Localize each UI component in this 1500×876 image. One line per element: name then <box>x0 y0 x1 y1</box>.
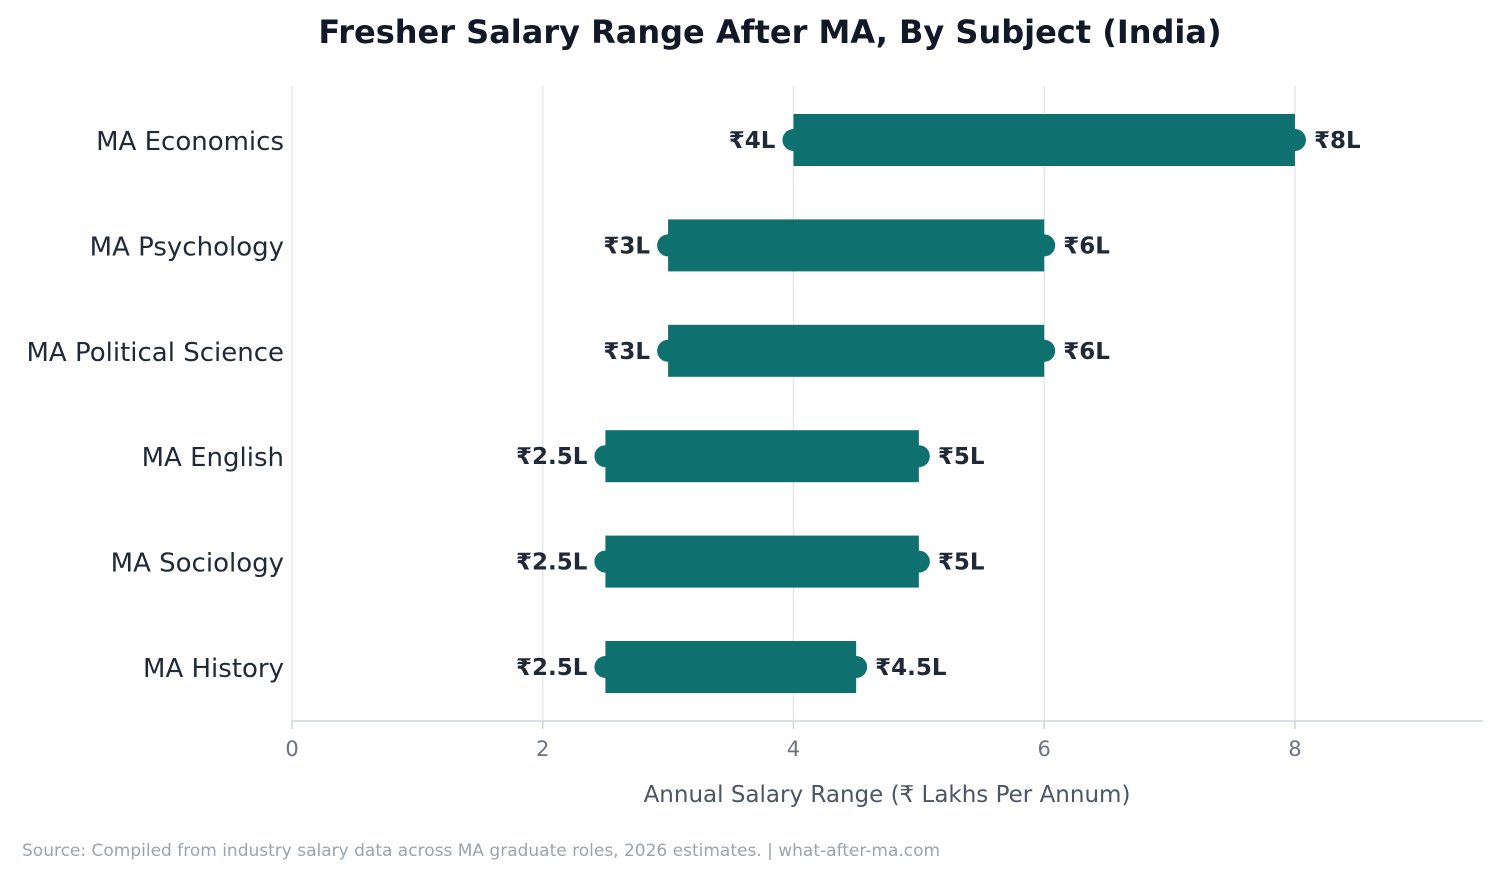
category-label: MA History <box>143 654 284 684</box>
category-label: MA Political Science <box>26 338 284 368</box>
low-value-label: ₹3L <box>603 233 650 259</box>
high-marker <box>1033 234 1056 257</box>
low-value-label: ₹2.5L <box>516 550 588 576</box>
high-marker <box>1283 129 1306 151</box>
low-value-label: ₹4L <box>729 128 776 154</box>
high-marker <box>1033 339 1056 362</box>
low-marker <box>594 656 617 678</box>
category-label: MA English <box>142 443 284 473</box>
range-bar <box>605 430 919 483</box>
range-bar <box>793 114 1295 166</box>
high-value-label: ₹8L <box>1314 128 1361 154</box>
high-marker <box>845 656 868 678</box>
low-value-label: ₹2.5L <box>516 655 588 681</box>
category-label: MA Economics <box>96 127 284 157</box>
low-marker <box>657 339 680 362</box>
category-label: MA Sociology <box>111 549 284 579</box>
range-bar <box>668 324 1045 377</box>
category-label: MA Psychology <box>90 232 284 262</box>
low-value-label: ₹3L <box>603 339 650 365</box>
high-marker <box>907 550 930 573</box>
source-note: Source: Compiled from industry salary da… <box>22 841 940 861</box>
x-tick-label: 0 <box>285 737 298 761</box>
x-ticks: 0 2 4 6 8 <box>285 721 1302 761</box>
high-value-label: ₹5L <box>938 550 985 576</box>
x-tick-label: 6 <box>1038 737 1051 761</box>
low-marker <box>782 129 805 151</box>
category-labels: MA Economics MA Psychology MA Political Sc… <box>26 127 284 684</box>
x-tick-label: 4 <box>787 737 800 761</box>
x-axis-title: Annual Salary Range (₹ Lakhs Per Annum) <box>644 782 1131 808</box>
range-bar <box>668 219 1045 272</box>
range-bar <box>605 535 919 588</box>
high-marker <box>907 445 930 468</box>
high-value-label: ₹6L <box>1063 233 1110 259</box>
chart-title: Fresher Salary Range After MA, By Subjec… <box>318 13 1221 51</box>
range-bar <box>605 641 857 693</box>
low-marker <box>594 550 617 573</box>
high-value-label: ₹5L <box>938 444 985 470</box>
low-marker <box>657 234 680 257</box>
range-bars: ₹4L ₹8L ₹3L ₹6L ₹3L ₹6L ₹2.5L ₹5L ₹2.5L ₹5L ₹2.5L ₹… <box>516 114 1361 693</box>
high-value-label: ₹4.5L <box>875 655 947 681</box>
high-value-label: ₹6L <box>1063 339 1110 365</box>
x-tick-label: 2 <box>536 737 549 761</box>
low-value-label: ₹2.5L <box>516 444 588 470</box>
gridlines <box>291 86 1296 721</box>
x-tick-label: 8 <box>1288 737 1301 761</box>
low-marker <box>594 445 617 468</box>
